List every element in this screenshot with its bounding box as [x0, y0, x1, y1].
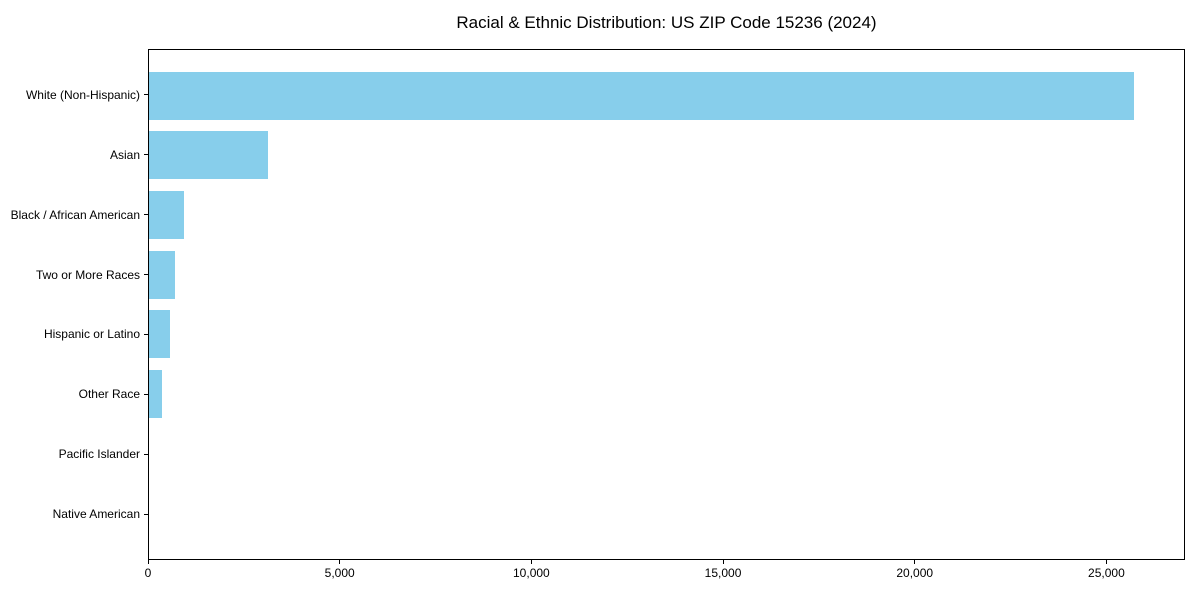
y-tick-mark — [144, 393, 148, 395]
y-tick-label: Black / African American — [10, 207, 140, 222]
y-tick-label: Two or More Races — [35, 267, 140, 282]
x-tick-mark — [1105, 560, 1107, 564]
y-tick-mark — [144, 154, 148, 156]
y-tick-mark — [144, 94, 148, 96]
bar-white-non-hispanic — [149, 71, 1135, 120]
x-tick-label: 10,000 — [513, 566, 550, 580]
bar-row — [149, 245, 1184, 305]
x-tick-mark — [339, 560, 341, 564]
x-tick-label: 25,000 — [1088, 566, 1125, 580]
bar-two-or-more-races — [149, 250, 175, 299]
y-tick-label: Pacific Islander — [58, 447, 140, 462]
y-tick-label: Asian — [109, 147, 140, 162]
y-tick-mark — [144, 274, 148, 276]
y-tick-mark — [144, 214, 148, 216]
chart-title: Racial & Ethnic Distribution: US ZIP Cod… — [456, 13, 877, 32]
bar-asian — [149, 131, 268, 180]
plot-area — [148, 49, 1185, 560]
bar-other-race — [149, 369, 163, 418]
y-tick-label: Other Race — [78, 387, 140, 402]
bar-row — [149, 424, 1184, 484]
bar-row — [149, 126, 1184, 186]
x-tick-mark — [147, 560, 149, 564]
x-tick-label: 20,000 — [896, 566, 934, 580]
bar-hispanic-or-latino — [149, 310, 171, 359]
bar-row — [149, 66, 1184, 126]
bar-row — [149, 185, 1184, 245]
x-tick-mark — [530, 560, 532, 564]
y-tick-mark — [144, 333, 148, 335]
x-tick-mark — [722, 560, 724, 564]
y-tick-label: Hispanic or Latino — [43, 327, 140, 342]
x-tick-label: 0 — [144, 566, 152, 580]
bar-row — [149, 483, 1184, 543]
y-tick-mark — [144, 513, 148, 515]
x-tick-mark — [914, 560, 916, 564]
y-tick-label: Native American — [52, 507, 140, 522]
bar-black-african-american — [149, 191, 185, 240]
bars-container — [149, 50, 1184, 559]
bar-row — [149, 364, 1184, 424]
x-tick-label: 5,000 — [324, 566, 355, 580]
y-tick-mark — [144, 453, 148, 455]
bar-row — [149, 305, 1184, 365]
x-tick-label: 15,000 — [704, 566, 742, 580]
y-tick-label: White (Non-Hispanic) — [25, 87, 140, 102]
